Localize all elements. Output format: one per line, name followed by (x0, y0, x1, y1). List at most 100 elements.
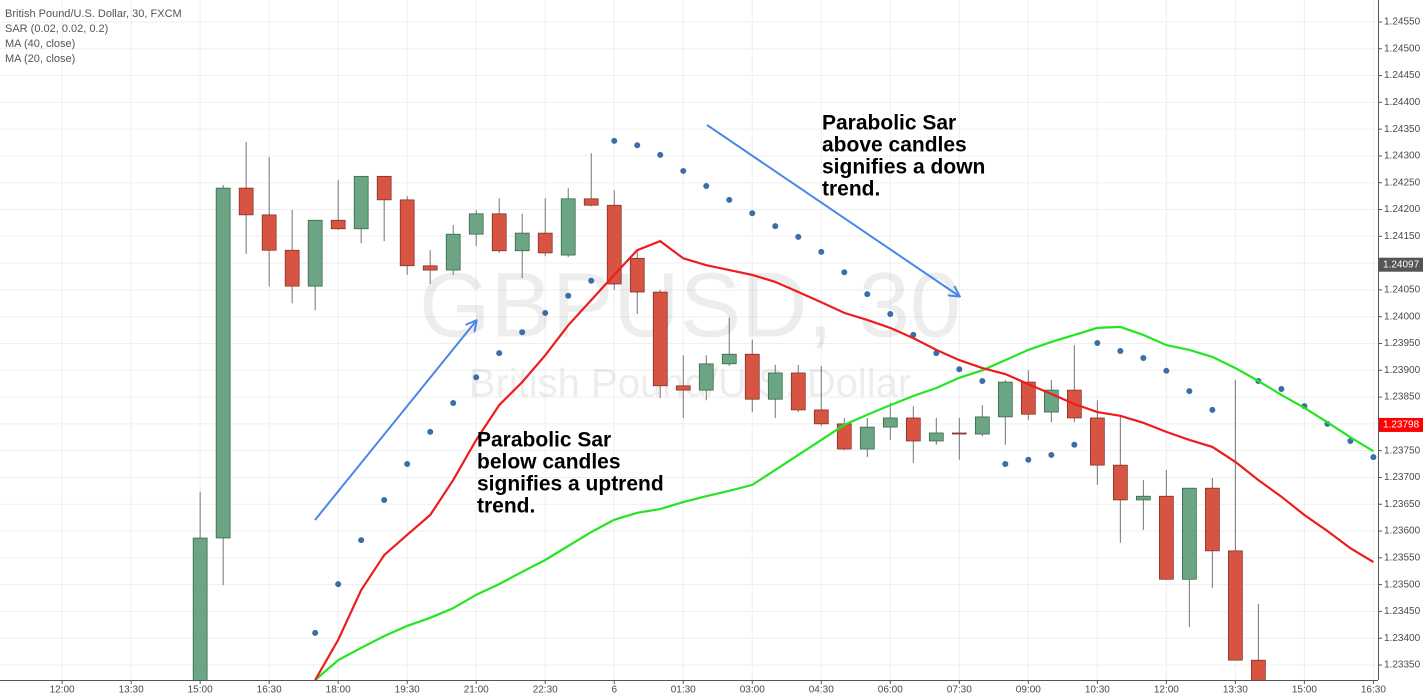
sar-dot (841, 269, 848, 276)
candle-body (859, 426, 875, 450)
y-tick-label: 1.24400 (1384, 97, 1421, 108)
annotation-line: trend. (822, 178, 880, 201)
y-tick-label: 1.23450 (1384, 606, 1421, 617)
sar-dot (749, 210, 756, 217)
candle-body (261, 214, 277, 251)
sar-dot (1025, 456, 1032, 463)
sar-dot (611, 137, 618, 144)
sar-dot (703, 182, 710, 189)
watermark-name: British Pound/U.S. Dollar (469, 362, 911, 406)
y-tick-label: 1.24450 (1384, 70, 1421, 81)
candle-body (399, 199, 415, 267)
chart-title: British Pound/U.S. Dollar, 30, FXCM (5, 8, 182, 20)
sar-dot (1163, 367, 1170, 374)
candle-body (997, 381, 1013, 418)
sar-dot (1071, 441, 1078, 448)
sar-dot (1094, 339, 1101, 346)
candle-body (238, 187, 254, 216)
sar-dot (1186, 388, 1193, 395)
y-tick-label: 1.23950 (1384, 338, 1421, 349)
x-tick-label: 15:00 (1292, 685, 1317, 696)
y-tick-label: 1.24300 (1384, 151, 1421, 162)
legend-entry: MA (20, close) (5, 53, 75, 65)
arrow-down (706, 124, 959, 296)
candle-body (1112, 464, 1128, 501)
sar-dot (680, 167, 687, 174)
candle-body (928, 432, 944, 442)
x-tick-label: 6 (611, 685, 617, 696)
candle-body (353, 175, 369, 230)
y-tick-label: 1.23500 (1384, 579, 1421, 590)
annotation-line: Parabolic Sar (477, 429, 611, 452)
candle-body (468, 213, 484, 235)
sar-dot (1278, 386, 1285, 393)
sar-dot (450, 399, 457, 406)
x-tick-label: 19:30 (395, 685, 420, 696)
legend: British Pound/U.S. Dollar, 30, FXCM SAR … (5, 8, 182, 65)
y-tick-label: 1.23900 (1384, 365, 1421, 376)
y-tick-label: 1.24050 (1384, 285, 1421, 296)
candle-body (583, 198, 599, 206)
annotation-line: signifies a down (822, 156, 985, 179)
sar-dot (565, 292, 572, 299)
y-tick-label: 1.23550 (1384, 552, 1421, 563)
candle-body (767, 372, 783, 400)
candle-body (744, 353, 760, 400)
candle-body (307, 219, 323, 287)
sar-dot (795, 233, 802, 240)
y-tick-label: 1.24200 (1384, 204, 1421, 215)
sar-dot (1140, 354, 1147, 361)
candle-body (1135, 495, 1151, 501)
sar-dot (1209, 406, 1216, 413)
sar-dot (542, 309, 549, 316)
candle-body (537, 232, 553, 254)
y-tick-label: 1.23600 (1384, 526, 1421, 537)
sar-dot (519, 329, 526, 336)
x-tick-label: 16:30 (257, 685, 282, 696)
sar-dot (818, 248, 825, 255)
y-tick-label: 1.23750 (1384, 445, 1421, 456)
candle-body (284, 249, 300, 287)
candle-body (1182, 487, 1197, 580)
annotation-line: above candles (822, 134, 967, 157)
y-tick-label: 1.23650 (1384, 499, 1421, 510)
candle-body (606, 204, 622, 285)
sar-dot (588, 277, 595, 284)
y-tick-label: 1.24500 (1384, 43, 1421, 54)
axes: 1.23350 1.23400 1.23450 1.23500 1.23550 1.236… (50, 17, 1423, 696)
candle-body (491, 213, 507, 252)
candle-body (721, 353, 737, 365)
sar-dot (864, 291, 871, 298)
sar-dot (956, 366, 963, 373)
price-tag (1379, 257, 1423, 272)
x-tick-label: 06:00 (878, 685, 903, 696)
annotation-line: below candles (477, 451, 621, 474)
sar-dot (404, 461, 411, 468)
x-tick-label: 22:30 (533, 685, 558, 696)
candle-body (1159, 495, 1174, 580)
sar-dot (427, 428, 434, 435)
candle-body (1205, 487, 1220, 552)
y-tick-label: 1.24150 (1384, 231, 1421, 242)
annotation-line: Parabolic Sar (822, 112, 956, 135)
ma-line (314, 239, 1374, 680)
price-tag-label: 1.24097 (1383, 259, 1420, 270)
sar-dot (1370, 454, 1377, 461)
sar-dot (887, 311, 894, 318)
x-tick-label: 13:30 (1223, 685, 1248, 696)
price-tag (1379, 417, 1423, 432)
x-tick-label: 16:30 (1361, 685, 1386, 696)
candle-body (1228, 550, 1243, 661)
sar-dot (726, 196, 733, 203)
candle-body (905, 417, 921, 442)
x-tick-label: 04:30 (809, 685, 834, 696)
sar-dot (358, 537, 365, 544)
candle-body (215, 187, 231, 539)
candle-body (376, 175, 392, 201)
y-tick-label: 1.24550 (1384, 17, 1421, 28)
candle-body (560, 198, 576, 256)
sar-dot (657, 151, 664, 158)
x-tick-label: 21:00 (464, 685, 489, 696)
